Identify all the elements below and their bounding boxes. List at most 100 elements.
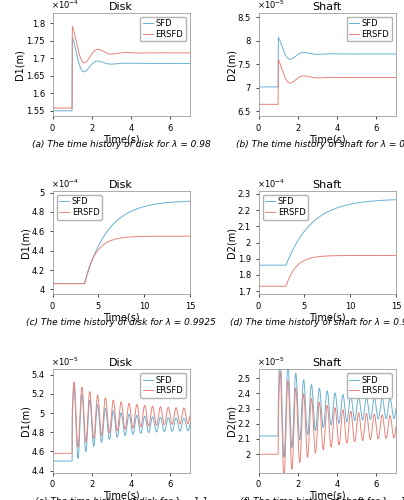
Y-axis label: D2(m): D2(m) [226, 49, 236, 80]
SFD [125, 60, 130, 66]
SFD [256, 84, 261, 90]
ERSFD [391, 74, 396, 80]
ERSFD [276, 57, 281, 63]
SFD [256, 262, 261, 268]
SFD [138, 430, 143, 436]
SFD [338, 204, 343, 210]
ERSFD [50, 450, 55, 456]
ERSFD [265, 451, 269, 457]
ERSFD [116, 50, 121, 56]
SFD [340, 203, 345, 209]
X-axis label: Time(s): Time(s) [309, 312, 345, 322]
SFD [257, 262, 261, 268]
X-axis label: Time(s): Time(s) [103, 134, 139, 144]
SFD [393, 196, 398, 202]
ERSFD [278, 368, 282, 374]
ERSFD [175, 233, 179, 239]
Title: Shaft: Shaft [313, 358, 342, 368]
Line: ERSFD: ERSFD [53, 26, 190, 108]
ERSFD [340, 409, 345, 415]
SFD [154, 428, 159, 434]
Line: ERSFD: ERSFD [53, 382, 190, 454]
Text: ×10$^{-4}$: ×10$^{-4}$ [257, 178, 285, 190]
Y-axis label: D1(m): D1(m) [20, 227, 30, 258]
ERSFD [185, 50, 189, 56]
ERSFD [257, 283, 261, 289]
Line: SFD: SFD [259, 354, 396, 457]
ERSFD [50, 105, 55, 111]
ERSFD [372, 252, 377, 258]
Line: SFD: SFD [53, 37, 190, 111]
ERSFD [132, 50, 137, 56]
ERSFD [337, 252, 342, 258]
Text: (a) The time history of disk for λ = 0.98: (a) The time history of disk for λ = 0.9… [32, 140, 210, 149]
ERSFD [338, 252, 343, 258]
SFD [340, 394, 345, 400]
Legend: SFD, ERSFD: SFD, ERSFD [347, 16, 392, 42]
SFD [50, 280, 55, 286]
Text: (b) The time history of shaft for λ = 0.98: (b) The time history of shaft for λ = 0.… [236, 140, 404, 149]
ERSFD [187, 233, 192, 239]
Y-axis label: D2(m): D2(m) [226, 227, 236, 258]
SFD [59, 458, 63, 464]
ERSFD [369, 74, 374, 80]
ERSFD [361, 436, 366, 442]
Text: ×10$^{-5}$: ×10$^{-5}$ [257, 356, 285, 368]
ERSFD [256, 102, 261, 107]
ERSFD [322, 74, 326, 80]
ERSFD [116, 50, 120, 56]
Line: SFD: SFD [53, 201, 190, 283]
Text: ×10$^{-4}$: ×10$^{-4}$ [51, 0, 79, 12]
SFD [50, 458, 55, 464]
ERSFD [72, 379, 76, 385]
SFD [393, 406, 398, 411]
SFD [361, 416, 366, 422]
X-axis label: Time(s): Time(s) [103, 490, 139, 500]
Legend: SFD, ERSFD: SFD, ERSFD [347, 373, 392, 398]
ERSFD [393, 74, 398, 80]
ERSFD [340, 252, 345, 258]
ERSFD [154, 422, 159, 428]
ERSFD [168, 418, 173, 424]
SFD [132, 207, 137, 213]
ERSFD [132, 234, 137, 239]
SFD [187, 198, 192, 204]
ERSFD [187, 413, 192, 419]
ERSFD [59, 450, 63, 456]
Text: ×10$^{-5}$: ×10$^{-5}$ [257, 0, 285, 12]
SFD [331, 51, 336, 57]
Line: ERSFD: ERSFD [259, 372, 396, 478]
ERSFD [125, 50, 130, 56]
SFD [50, 280, 55, 286]
SFD [338, 51, 343, 57]
Text: ×10$^{-4}$: ×10$^{-4}$ [51, 178, 79, 190]
SFD [391, 51, 396, 57]
Y-axis label: D1(m): D1(m) [15, 49, 25, 80]
SFD [116, 60, 120, 66]
SFD [278, 351, 282, 357]
Text: (f) The time history of shaft for λ = 1.1: (f) The time history of shaft for λ = 1.… [240, 496, 404, 500]
ERSFD [131, 234, 136, 239]
ERSFD [50, 280, 55, 286]
ERSFD [322, 74, 327, 80]
SFD [322, 51, 327, 57]
SFD [134, 206, 139, 212]
SFD [322, 51, 326, 57]
ERSFD [336, 441, 341, 447]
Line: ERSFD: ERSFD [259, 256, 396, 286]
SFD [185, 60, 189, 66]
SFD [337, 204, 342, 210]
SFD [132, 60, 137, 66]
Text: ×10$^{-5}$: ×10$^{-5}$ [51, 356, 79, 368]
SFD [163, 60, 168, 66]
Legend: SFD, ERSFD: SFD, ERSFD [263, 195, 308, 220]
X-axis label: Time(s): Time(s) [103, 312, 139, 322]
ERSFD [256, 283, 261, 289]
SFD [369, 51, 374, 57]
ERSFD [282, 474, 286, 480]
SFD [265, 433, 269, 439]
SFD [187, 60, 192, 66]
Line: ERSFD: ERSFD [259, 60, 396, 104]
Text: (e) The time history of disk for λ = 1.1: (e) The time history of disk for λ = 1.1 [35, 496, 208, 500]
Legend: SFD, ERSFD: SFD, ERSFD [57, 195, 102, 220]
